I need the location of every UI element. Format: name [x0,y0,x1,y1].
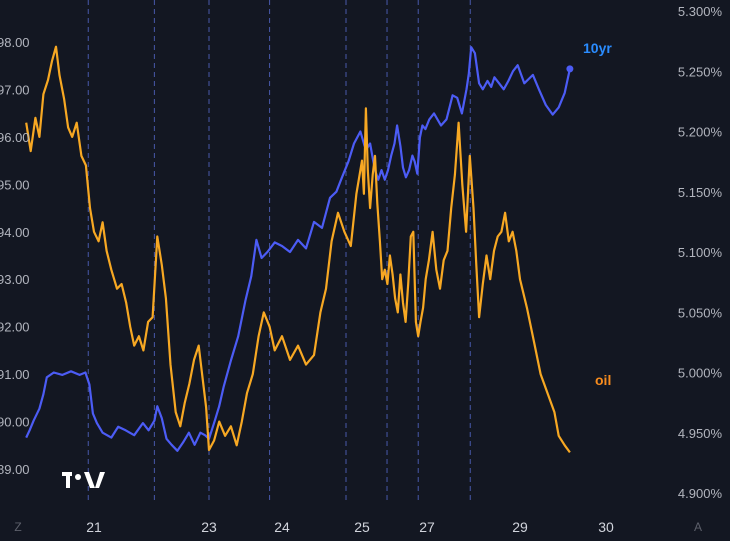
series-endpoint-10yr [566,65,574,73]
left-tick-label-3: 92.00 [0,320,30,335]
series-name-labels: 10yr oil [583,40,612,388]
left-price-axis: 89.00 90.00 91.00 92.00 93.00 94.00 95.00 96.00… [0,35,30,477]
series-label-10yr: 10yr [583,40,612,56]
time-tick-label-2: 24 [274,519,290,535]
left-tick-label-5: 94.00 [0,225,30,240]
left-tick-label-6: 95.00 [0,177,30,192]
right-tick-label-7: 5.250% [678,64,723,79]
right-tick-label-6: 5.200% [678,125,723,140]
right-tick-label-8: 5.300% [678,4,723,19]
time-tick-label-5: 29 [512,519,528,535]
right-tick-label-3: 5.050% [678,305,723,320]
right-tick-label-5: 5.150% [678,185,723,200]
left-tick-label-8: 97.00 [0,82,30,97]
time-tick-label-4: 27 [419,519,435,535]
right-tick-label-4: 5.100% [678,245,723,260]
time-tick-label-6: 30 [598,519,614,535]
time-tick-label-3: 25 [354,519,370,535]
left-tick-label-1: 90.00 [0,415,30,430]
right-yield-axis: 4.900% 4.950% 5.000% 5.050% 5.100% 5.150% 5.20… [678,4,723,501]
session-separators [87,0,471,503]
left-tick-label-0: 89.00 [0,462,30,477]
left-tick-label-4: 93.00 [0,272,30,287]
left-tick-label-2: 91.00 [0,367,30,382]
series-label-oil: oil [595,372,611,388]
left-tick-label-7: 96.00 [0,130,30,145]
series-line-10yr [25,46,571,452]
corner-a-label[interactable]: A [694,520,702,534]
right-tick-label-1: 4.950% [678,426,723,441]
corner-z-label[interactable]: Z [14,520,21,534]
series-layer [25,45,574,454]
time-tick-label-1: 23 [201,519,217,535]
right-tick-label-0: 4.900% [678,486,723,501]
left-tick-label-9: 98.00 [0,35,30,50]
right-tick-label-2: 5.000% [678,366,723,381]
time-tick-label-0: 21 [86,519,102,535]
series-line-oil [25,45,571,454]
time-axis: 21 23 24 25 27 29 30 [86,519,614,535]
tradingview-logo [62,472,105,488]
